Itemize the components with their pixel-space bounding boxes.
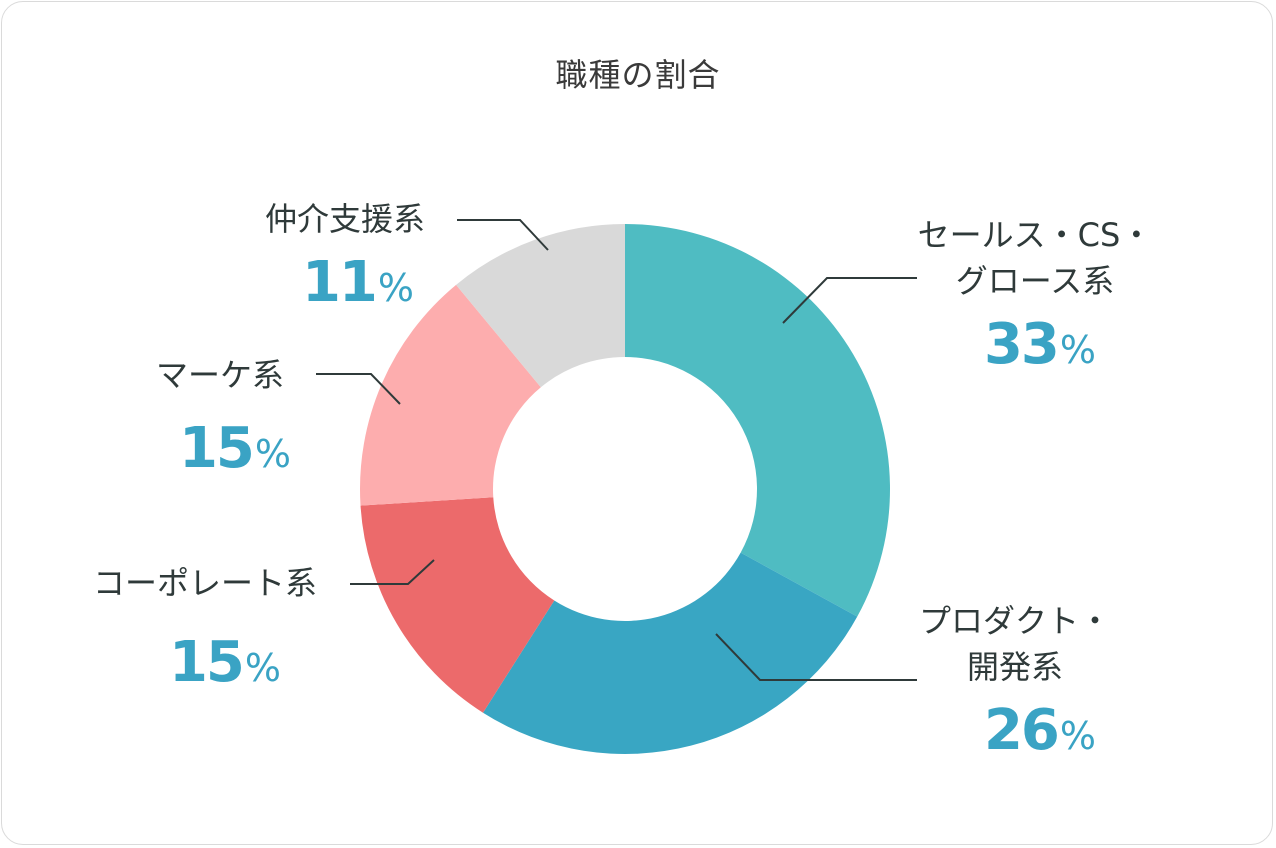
leader-marketing <box>316 373 401 405</box>
percent-marketing: 15% <box>178 416 292 481</box>
slice-marketing <box>359 284 541 506</box>
label-corporate: コーポレート系 <box>92 564 317 602</box>
percent-corporate: 15% <box>168 630 282 695</box>
label-agency: 仲介支援系 <box>264 200 425 238</box>
percent-agency: 11% <box>301 250 415 315</box>
percent-product: 26% <box>983 698 1097 763</box>
label-sales: セールス・CS・ グロース系 <box>917 216 1153 300</box>
chart-title: 職種の割合 <box>555 56 721 94</box>
leader-sales <box>782 277 917 324</box>
slice-agency <box>456 224 625 388</box>
label-product: プロダクト・ 開発系 <box>918 602 1111 686</box>
leader-corporate <box>350 559 435 585</box>
slice-corporate <box>360 497 555 713</box>
percent-sales: 33% <box>983 312 1097 377</box>
leader-agency <box>457 219 549 251</box>
slice-product <box>483 552 858 754</box>
leader-product <box>715 633 917 681</box>
label-marketing: マーケ系 <box>155 356 284 394</box>
slice-sales <box>625 224 891 617</box>
